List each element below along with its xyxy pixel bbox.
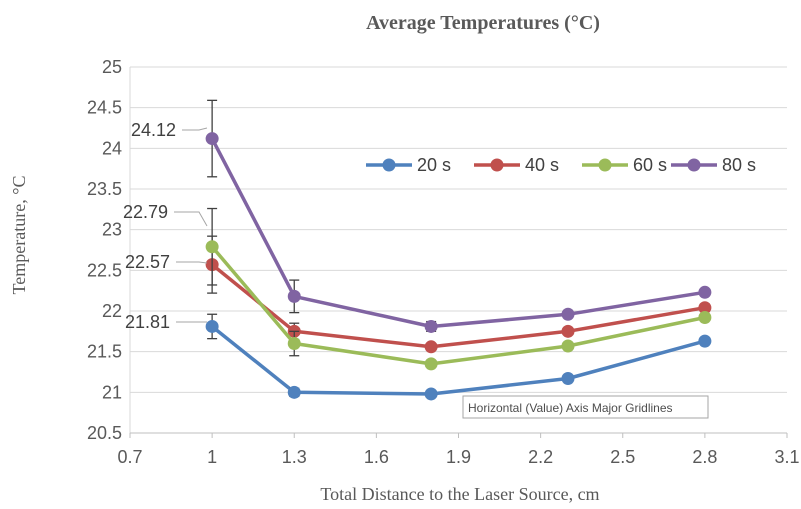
- data-label-text: 22.57: [125, 252, 170, 272]
- x-tick-label: 2.2: [528, 447, 553, 467]
- data-point: [698, 285, 712, 299]
- series-20s: [205, 313, 712, 401]
- x-tick-label: 2.5: [610, 447, 635, 467]
- data-point: [424, 340, 438, 354]
- y-tick-label: 24: [102, 138, 122, 158]
- data-label: 22.79: [123, 202, 208, 227]
- legend-marker: [382, 158, 396, 172]
- data-point: [424, 319, 438, 333]
- leader-line: [176, 261, 208, 264]
- series-group: [205, 99, 712, 401]
- y-tick-label: 22: [102, 301, 122, 321]
- x-axis-title: Total Distance to the Laser Source, cm: [320, 484, 599, 504]
- data-point: [205, 132, 219, 146]
- legend-marker: [687, 158, 701, 172]
- data-label-text: 24.12: [131, 120, 176, 140]
- series-60s: [205, 207, 712, 371]
- data-point: [287, 385, 301, 399]
- data-point: [561, 339, 575, 353]
- y-tick-label: 23: [102, 220, 122, 240]
- legend-label: 40 s: [525, 155, 559, 175]
- y-tick-label: 20.5: [87, 423, 122, 443]
- legend-marker: [490, 158, 504, 172]
- legend: 20 s 40 s 60 s 80 s: [366, 155, 756, 175]
- data-label: 21.81: [125, 312, 207, 332]
- data-point: [287, 289, 301, 303]
- legend-label: 80 s: [722, 155, 756, 175]
- data-label: 24.12: [131, 120, 208, 140]
- chart-title: Average Temperatures (°C): [366, 12, 600, 34]
- legend-item: 20 s: [366, 155, 451, 175]
- data-point: [698, 311, 712, 325]
- data-point: [287, 337, 301, 351]
- series-40s: [205, 235, 712, 354]
- data-point: [698, 334, 712, 348]
- data-annotations: 24.12 22.79 22.57 21.81: [123, 120, 208, 332]
- y-tick-label: 25: [102, 57, 122, 77]
- legend-marker: [598, 158, 612, 172]
- data-point: [424, 387, 438, 401]
- data-label: 22.57: [125, 252, 208, 272]
- legend-label: 20 s: [417, 155, 451, 175]
- data-label-text: 21.81: [125, 312, 170, 332]
- legend-item: 80 s: [671, 155, 756, 175]
- leader-line: [174, 211, 208, 227]
- y-tick-label: 24.5: [87, 98, 122, 118]
- x-axis-ticks: 0.7 1 1.3 1.6 1.9 2.2 2.5 2.8 3.1: [117, 433, 800, 467]
- legend-item: 60 s: [582, 155, 667, 175]
- gridlines: [129, 66, 787, 434]
- x-tick-label: 1: [207, 447, 217, 467]
- x-tick-label: 0.7: [117, 447, 142, 467]
- x-tick-label: 1.9: [446, 447, 471, 467]
- y-axis-ticks: 20.5 21 21.5 22 22.5 23 23.5 24 24.5 25: [87, 57, 122, 443]
- data-label-text: 22.79: [123, 202, 168, 222]
- x-tick-label: 2.8: [692, 447, 717, 467]
- tooltip-text: Horizontal (Value) Axis Major Gridlines: [468, 401, 673, 415]
- data-point: [205, 319, 219, 333]
- y-tick-label: 21: [102, 382, 122, 402]
- series-line: [210, 137, 706, 329]
- legend-item: 40 s: [474, 155, 559, 175]
- x-tick-label: 3.1: [774, 447, 799, 467]
- data-point: [205, 240, 219, 254]
- x-tick-label: 1.3: [282, 447, 307, 467]
- y-axis-title: Temperature, °C: [9, 176, 29, 295]
- y-tick-label: 21.5: [87, 342, 122, 362]
- y-tick-label: 23.5: [87, 179, 122, 199]
- legend-label: 60 s: [633, 155, 667, 175]
- tooltip: Horizontal (Value) Axis Major Gridlines: [462, 395, 709, 419]
- x-tick-label: 1.6: [364, 447, 389, 467]
- data-point: [561, 372, 575, 386]
- data-point: [424, 357, 438, 371]
- data-point: [561, 307, 575, 321]
- y-tick-label: 22.5: [87, 260, 122, 280]
- data-point: [698, 301, 712, 315]
- data-point: [561, 324, 575, 338]
- leader-line: [182, 127, 208, 131]
- series-80s: [205, 99, 712, 333]
